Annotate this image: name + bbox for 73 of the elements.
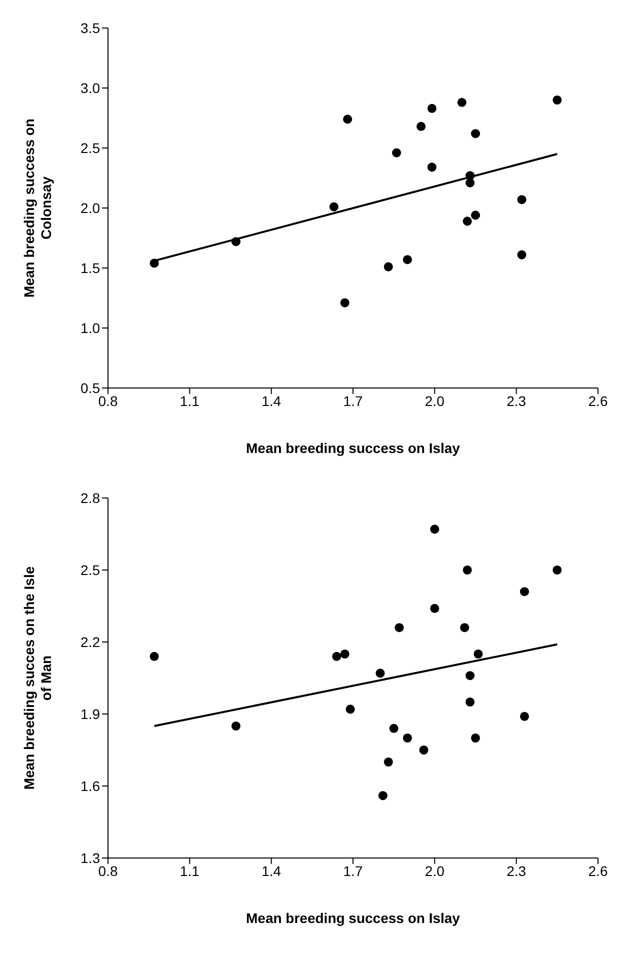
x-axis-title: Mean breeding success on Islay (246, 910, 460, 926)
point (416, 122, 426, 131)
point (517, 195, 526, 204)
point (517, 250, 526, 260)
x-tick-label: 1.1 (180, 392, 200, 409)
x-tick-label: 2.3 (506, 392, 526, 409)
y-tick-label: 2.5 (80, 140, 100, 156)
x-axis-title: Mean breeding success on Islay (246, 440, 460, 456)
y-tick-label: 1.9 (80, 706, 100, 722)
point (392, 148, 402, 158)
x-tick-label: 1.7 (343, 862, 363, 879)
point (520, 712, 530, 721)
y-tick-label: 1.6 (80, 778, 100, 794)
point (378, 791, 388, 800)
point (466, 697, 475, 707)
point (474, 649, 483, 659)
point (346, 704, 355, 714)
point (462, 565, 472, 575)
point (466, 178, 475, 188)
x-tick-label: 1.4 (262, 392, 282, 409)
point (552, 565, 562, 575)
x-tick-label: 2.0 (424, 862, 445, 879)
x-tick-label: 0.8 (98, 392, 118, 409)
point (462, 216, 472, 226)
y-axis-title: Mean breeding succes on the Isle of Man (21, 566, 54, 790)
y-tick-label: 1.5 (80, 260, 100, 276)
y-tick-label: 2.2 (80, 634, 100, 650)
x-tick-label: 1.1 (180, 862, 200, 879)
point (340, 649, 350, 659)
point (329, 202, 338, 212)
y-axis-title: Mean breeding success on Colonsay (21, 118, 54, 298)
x-tick-label: 1.4 (262, 862, 282, 879)
x-tick-label: 2.6 (588, 392, 608, 409)
y-tick-label: 3.0 (80, 80, 100, 96)
point (402, 255, 412, 264)
point (460, 623, 470, 632)
point (430, 604, 440, 613)
x-tick-label: 0.8 (98, 862, 118, 879)
point (150, 652, 159, 661)
point (466, 671, 475, 680)
point (470, 129, 480, 138)
x-tick-label: 2.3 (506, 862, 526, 879)
y-tick-label: 2.0 (80, 200, 100, 216)
point (419, 745, 428, 755)
point (470, 210, 480, 220)
y-tick-label: 1.0 (80, 320, 100, 336)
y-tick-label: 0.5 (80, 380, 100, 396)
point (520, 587, 530, 596)
point (394, 623, 404, 632)
y-tick-label: 2.5 (80, 562, 100, 578)
y-tick-label: 2.8 (80, 490, 100, 506)
x-tick-label: 1.7 (343, 392, 363, 409)
x-tick-label: 2.0 (424, 392, 445, 409)
point (457, 98, 466, 107)
point (470, 733, 480, 743)
point (340, 298, 350, 308)
x-tick-label: 2.6 (588, 862, 608, 879)
point (427, 162, 436, 172)
point (150, 258, 159, 268)
point (427, 104, 436, 113)
point (389, 724, 398, 733)
point (332, 652, 342, 661)
point (231, 721, 240, 731)
point (231, 237, 240, 246)
y-tick-label: 3.5 (80, 20, 100, 36)
point (552, 95, 562, 105)
point (384, 757, 393, 767)
point (376, 668, 385, 678)
point (343, 114, 352, 124)
y-tick-label: 1.3 (80, 850, 100, 866)
point (384, 262, 393, 272)
point (430, 524, 440, 534)
point (402, 733, 412, 743)
